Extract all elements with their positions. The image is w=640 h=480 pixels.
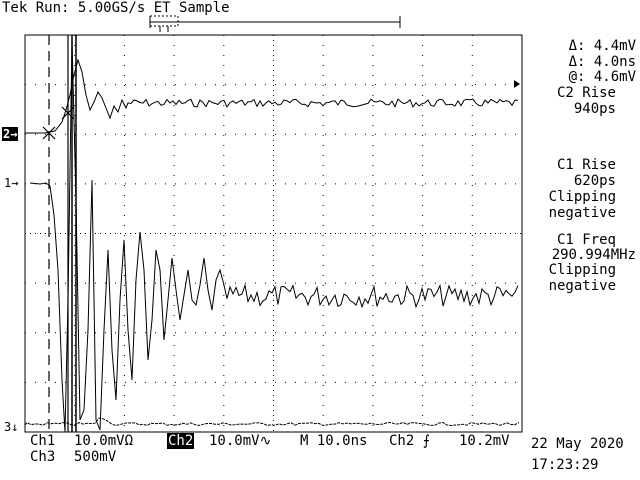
ch2-scale: 10.0mV∿	[209, 433, 272, 449]
ch1-scale: 10.0mVΩ	[74, 433, 134, 449]
trigger-level: 10.2mV	[459, 433, 510, 449]
time: 17:23:29	[531, 457, 599, 473]
measurement-3-value: 290.994MHz	[551, 247, 636, 263]
timebase: M 10.0ns	[300, 433, 368, 449]
ch2-waveform	[25, 58, 519, 134]
record-view-bar	[149, 15, 401, 32]
ch2-label[interactable]: Ch2	[167, 433, 195, 449]
measurement-2-label: C1 Rise	[556, 157, 616, 173]
acquisition-status: Tek Run: 5.00GS/s ET Sample	[2, 0, 230, 16]
trigger-level-arrow-icon[interactable]	[514, 80, 520, 88]
cursor-delta-time: Δ: 4.0ns	[568, 54, 636, 70]
ch1-waveform	[29, 39, 519, 433]
graticule	[24, 34, 523, 433]
measurement-2-value: 620ps	[573, 173, 616, 189]
ch3-waveform	[24, 417, 520, 427]
measurement-3-label: C1 Freq	[556, 232, 616, 248]
ch3-scale: 500mV	[74, 449, 117, 465]
ch3-ground-marker[interactable]: 3↓	[4, 420, 19, 434]
trigger-source: Ch2 ⨍	[389, 433, 431, 449]
cursor-1-cross-icon	[42, 126, 56, 140]
cursor-delta-voltage: Δ: 4.4mV	[568, 38, 636, 54]
ch1-label[interactable]: Ch1	[30, 433, 56, 449]
measurement-3-note: Clipping negative	[548, 262, 616, 294]
date: 22 May 2020	[531, 436, 624, 452]
measurement-1-value: 940ps	[573, 101, 616, 117]
ch2-ground-marker[interactable]: 2→	[2, 127, 19, 141]
cursor-at-voltage: @: 4.6mV	[568, 69, 636, 85]
ch3-label[interactable]: Ch3	[30, 449, 56, 465]
cursor-cross-markers	[42, 106, 75, 140]
measurement-2-note: Clipping negative	[548, 189, 616, 221]
cursor-2-cross-icon	[61, 106, 75, 120]
waveform-traces	[24, 35, 520, 433]
measurement-1-label: C2 Rise	[556, 85, 616, 101]
ch1-ground-marker[interactable]: 1→	[4, 176, 19, 190]
